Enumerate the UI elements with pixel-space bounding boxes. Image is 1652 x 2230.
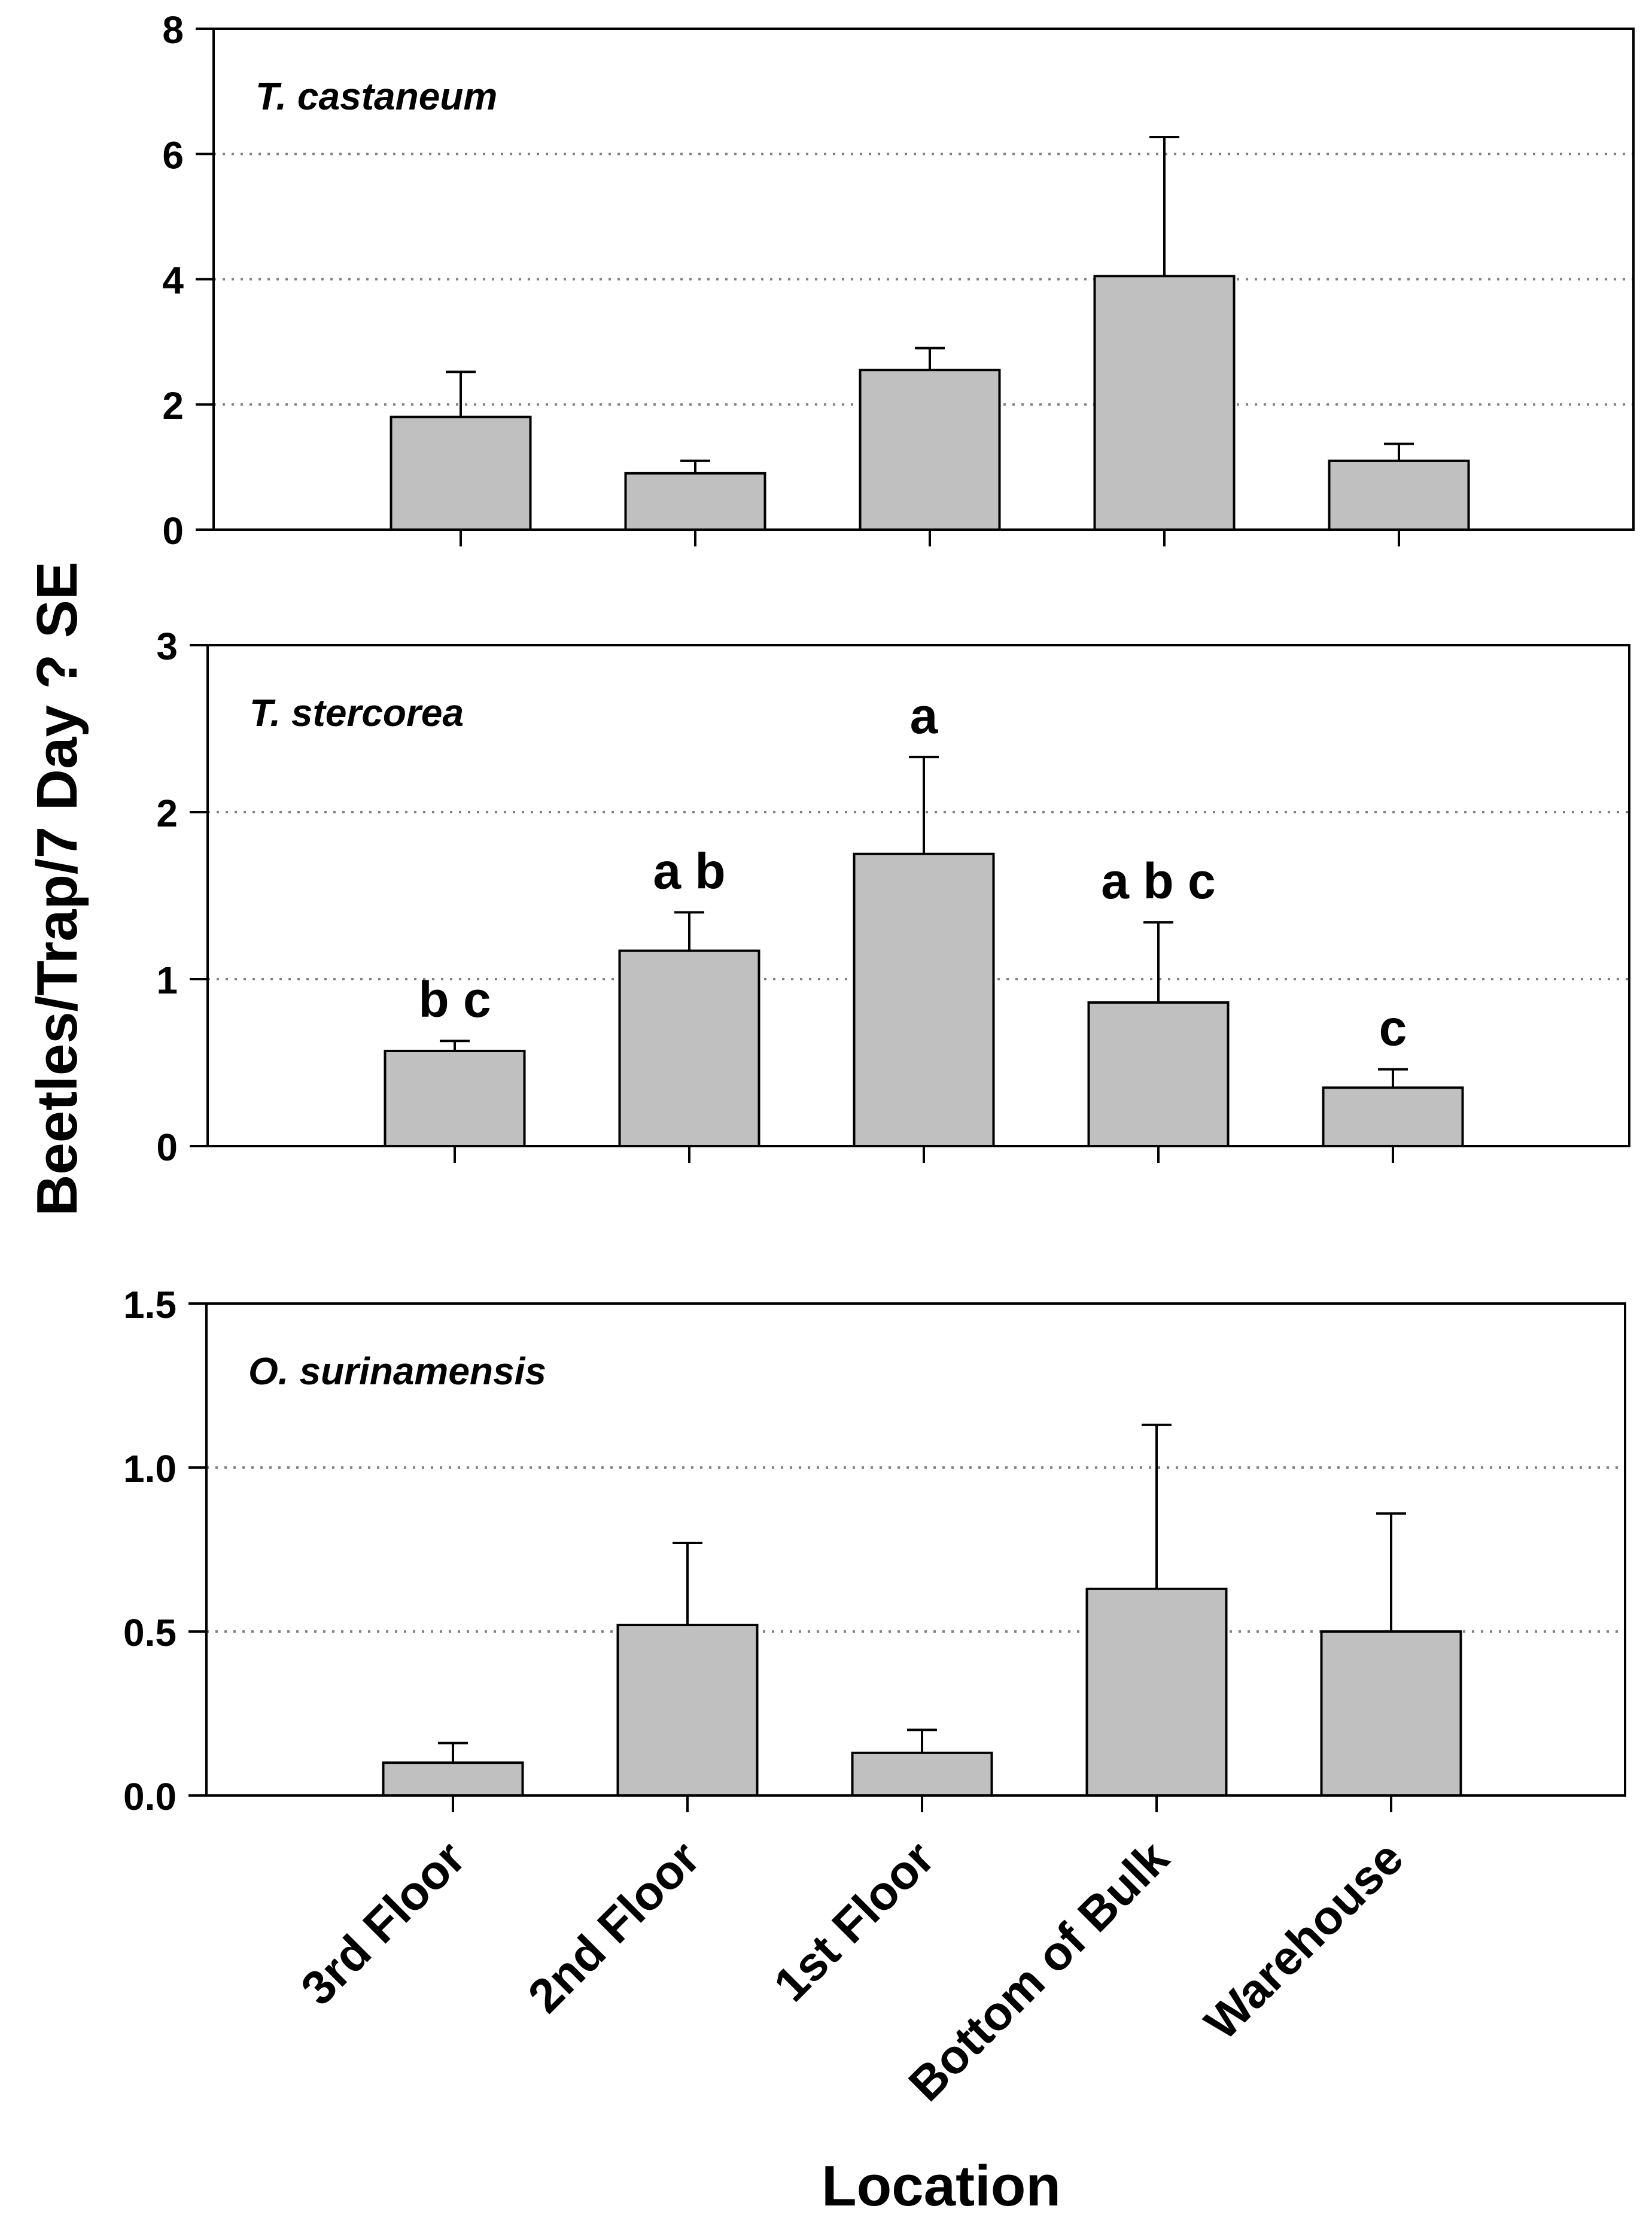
- x-category-label: Bottom of Bulk: [899, 1831, 1179, 2111]
- bar: [382, 1761, 524, 1797]
- bar: [1328, 459, 1470, 531]
- bar: [390, 415, 532, 531]
- x-category-label: Warehouse: [1194, 1831, 1413, 2050]
- bar: [1093, 275, 1236, 531]
- bar: [1320, 1630, 1462, 1797]
- y-tick-label: 6: [162, 133, 184, 177]
- panels-layer: 0 2 4 6 8 T. castaneum 0 1 2 3 T. stercorea b c a b a…: [123, 8, 1635, 1818]
- panel-title: O. surinamensis: [248, 1350, 546, 1393]
- panel-title: T. castaneum: [255, 75, 497, 118]
- x-category-label: 2nd Floor: [518, 1831, 710, 2023]
- y-tick-label: 1: [156, 959, 178, 1002]
- y-tick-label: 3: [156, 625, 178, 668]
- significance-letter: a b c: [1101, 853, 1215, 909]
- bar: [618, 949, 760, 1147]
- y-tick-label: 2: [156, 792, 178, 835]
- significance-letter: b c: [418, 971, 491, 1028]
- y-tick-label: 2: [162, 384, 184, 427]
- x-category-label: 3rd Floor: [291, 1831, 475, 2015]
- y-axis-label: Beetles/Trap/7 Day ? SE: [25, 561, 89, 1216]
- y-tick-label: 0: [162, 509, 184, 552]
- bar: [1085, 1587, 1228, 1797]
- y-tick-label: 0.0: [123, 1775, 177, 1818]
- bar: [616, 1624, 759, 1797]
- panel-2: 0 1 2 3 T. stercorea b c a b a a b c c: [156, 625, 1630, 1169]
- panel-3: 0.0 0.5 1.0 1.5 O. surinamensis: [123, 1283, 1626, 1818]
- bar: [1322, 1086, 1464, 1147]
- y-tick-label: 1.0: [123, 1447, 177, 1490]
- x-axis-label: Location: [822, 2154, 1061, 2218]
- y-tick-label: 8: [162, 8, 184, 51]
- y-tick-label: 0: [156, 1126, 178, 1169]
- significance-letter: c: [1379, 1000, 1407, 1056]
- y-tick-label: 1.5: [123, 1283, 177, 1326]
- bar: [859, 369, 1001, 531]
- bar: [384, 1049, 526, 1147]
- bar: [624, 472, 766, 531]
- bar: [853, 852, 995, 1147]
- y-tick-label: 0.5: [123, 1611, 177, 1654]
- y-tick-label: 4: [162, 259, 184, 302]
- bar: [851, 1751, 993, 1797]
- panel-1: 0 2 4 6 8 T. castaneum: [162, 8, 1635, 552]
- bar: [1087, 1001, 1230, 1148]
- significance-letter: a b: [653, 843, 725, 899]
- x-category-label: 1st Floor: [763, 1831, 944, 2012]
- panel-title: T. stercorea: [250, 691, 464, 734]
- significance-letter: a: [910, 688, 939, 744]
